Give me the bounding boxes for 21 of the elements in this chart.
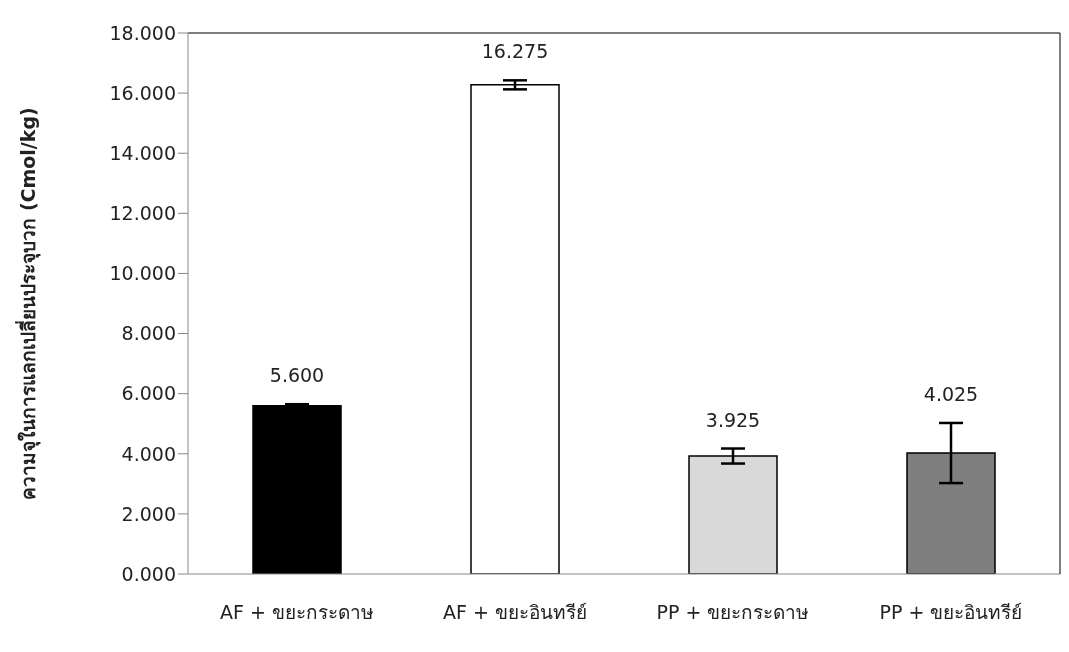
data-label: 16.275 xyxy=(481,40,549,63)
y-tick-label: 2.000 xyxy=(121,502,176,525)
bar xyxy=(252,404,342,574)
y-tick-label: 10.000 xyxy=(109,262,176,285)
x-tick-label: AF + ขยะอินทรีย์ xyxy=(443,601,587,624)
x-tick-label: PP + ขยะอินทรีย์ xyxy=(879,601,1023,624)
bar xyxy=(470,84,560,574)
y-tick-label: 4.000 xyxy=(121,442,176,465)
data-label: 5.600 xyxy=(269,364,325,387)
y-tick-label: 16.000 xyxy=(109,81,176,104)
y-tick-label: 14.000 xyxy=(109,141,176,164)
y-tick-label: 12.000 xyxy=(109,202,176,225)
data-label: 4.025 xyxy=(923,382,979,405)
y-tick-label: 18.000 xyxy=(109,21,176,44)
x-tick-label: PP + ขยะกระดาษ xyxy=(656,601,810,624)
x-tick-label: AF + ขยะกระดาษ xyxy=(220,601,374,624)
data-label: 3.925 xyxy=(705,408,761,431)
y-axis-title: ความจุในการแลกเปลี่ยนประจุบวก (Cmol/kg) xyxy=(14,107,41,500)
y-tick-label: 0.000 xyxy=(121,562,176,585)
y-tick-label: 6.000 xyxy=(121,382,176,405)
y-tick-label: 8.000 xyxy=(121,322,176,345)
